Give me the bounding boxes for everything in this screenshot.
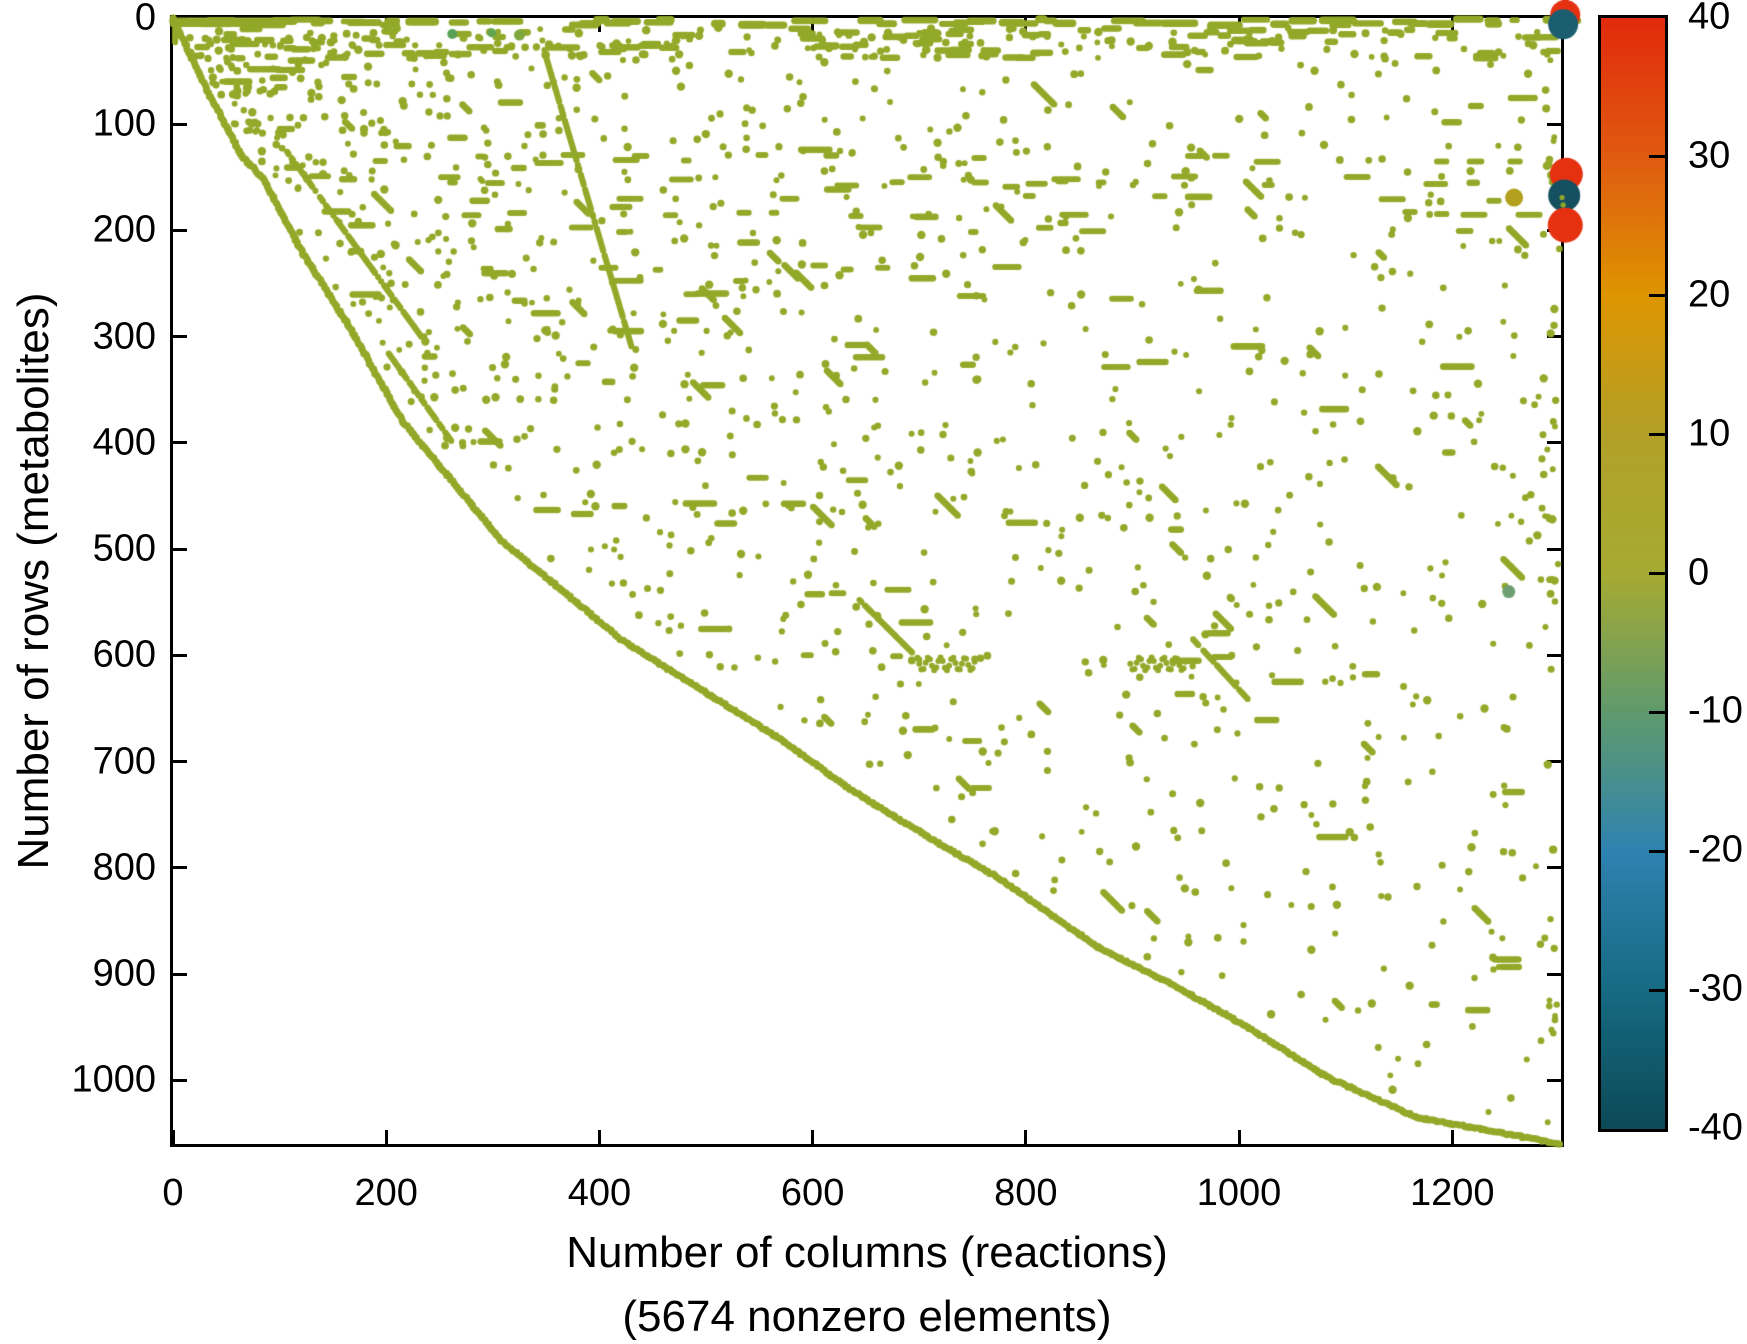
y-tick-label: 900 [92,952,156,995]
y-tick-right [1547,335,1561,339]
y-tick-right [1547,972,1561,976]
y-tick-label: 200 [92,208,156,251]
x-tick [1237,1130,1241,1144]
y-tick-label: 500 [92,527,156,570]
y-tick-label: 400 [92,421,156,464]
x-tick-top [597,18,601,32]
x-tick [1024,1130,1028,1144]
colorbar-tick-label: 10 [1688,412,1731,455]
x-tick-label: 400 [567,1172,632,1214]
x-tick-label: 1000 [1196,1172,1282,1214]
x-tick-label: 200 [354,1172,418,1214]
y-tick [173,228,187,232]
colorbar-tick-label: 40 [1688,0,1731,38]
colorbar-tick-label: -40 [1688,1106,1743,1149]
colorbar-tick [1649,294,1665,298]
colorbar-tick-label: 20 [1688,273,1731,316]
x-tick-top [384,18,388,32]
colorbar-tick-label: -20 [1688,828,1743,871]
x-tick-top [811,18,815,32]
y-tick [173,547,187,551]
y-tick-right [1547,866,1561,870]
colorbar-tick-label: -30 [1688,967,1743,1010]
colorbar-tick-label: 30 [1688,134,1731,177]
colorbar-tick [1649,988,1665,992]
y-tick-right [1547,547,1561,551]
y-tick-label: 800 [92,846,156,889]
y-tick [173,760,187,764]
colorbar-tick-label: 0 [1688,551,1710,593]
y-tick-right [1547,653,1561,657]
y-tick [173,16,187,20]
y-tick [173,1078,187,1082]
y-tick-label: 1000 [71,1058,156,1101]
y-tick-label: 300 [92,315,156,358]
y-tick [173,972,187,976]
x-tick-top [1450,18,1454,32]
colorbar-tick [1649,572,1665,575]
colorbar-tick [1649,710,1665,714]
x-axis-label: Number of columns (reactions) [566,1228,1168,1277]
x-tick-top [171,18,175,32]
colorbar [1598,15,1668,1132]
y-tick-label: 100 [92,102,156,145]
y-tick [173,335,187,339]
y-tick [173,866,187,870]
colorbar-tick-label: -10 [1688,689,1743,732]
y-tick [173,122,187,126]
x-tick-label: 600 [780,1172,845,1214]
x-tick [1450,1130,1454,1144]
y-tick [173,441,187,445]
x-tick-label: 1200 [1409,1172,1495,1214]
plot-area [170,15,1564,1147]
colorbar-tick [1649,849,1665,853]
y-tick-right [1547,441,1561,445]
y-tick-right [1547,760,1561,764]
x-tick [171,1130,175,1144]
x-tick-top [1024,18,1028,32]
x-axis-sublabel: (5674 nonzero elements) [622,1292,1112,1341]
y-tick-label: 700 [92,740,156,783]
x-tick-top [1237,18,1241,32]
x-tick [597,1130,601,1144]
y-tick-right [1547,16,1561,20]
colorbar-tick [1649,433,1665,437]
y-tick-right [1547,228,1561,232]
y-tick-label: 0 [134,0,156,39]
x-tick-label: 0 [162,1172,184,1214]
y-tick-right [1547,122,1561,126]
x-tick [384,1130,388,1144]
x-tick-label: 800 [994,1172,1058,1214]
colorbar-tick [1649,155,1665,159]
y-tick-label: 600 [92,633,156,676]
x-tick [811,1130,815,1144]
y-tick [173,653,187,657]
y-tick-right [1547,1078,1561,1082]
